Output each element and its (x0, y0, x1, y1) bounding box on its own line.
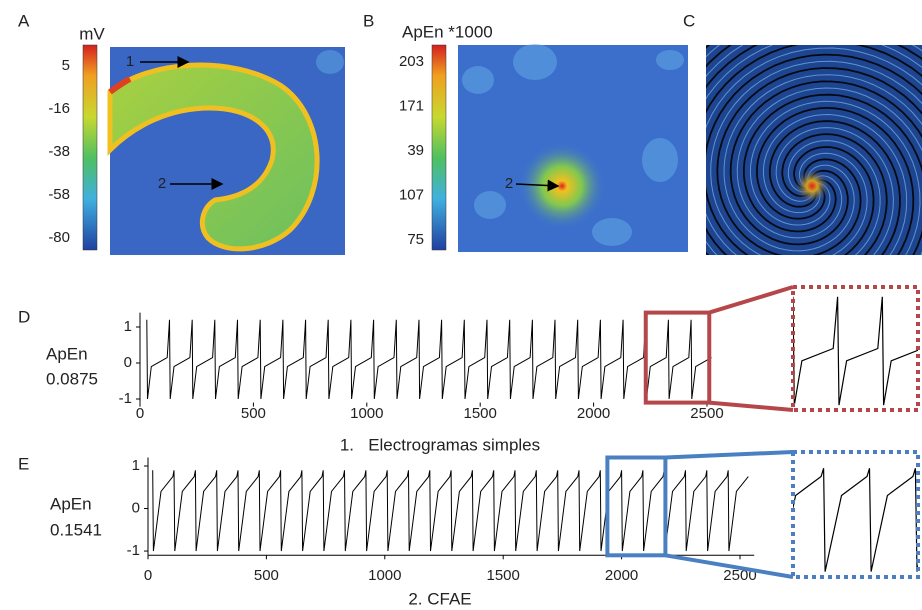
zoom-box (643, 310, 712, 405)
inset-signal (793, 296, 918, 406)
streamline-bg (706, 45, 922, 255)
x-tick-label: 1500 (464, 405, 497, 422)
streamline (723, 74, 922, 252)
x-tick-label: 0 (144, 567, 152, 584)
y-tick-label: 0 (132, 499, 140, 516)
panel-letter: E (18, 454, 29, 473)
streamline (710, 60, 922, 255)
y-tick-label: 0 (124, 354, 132, 371)
signal (152, 470, 749, 552)
streamline (706, 45, 922, 255)
colorbar-tick-label: 171 (399, 97, 424, 114)
zoom-connector (665, 450, 794, 460)
blobs (462, 44, 684, 246)
x-tick-label: 0 (136, 405, 144, 422)
streamline (729, 80, 922, 246)
colorbar-tick-label: 39 (407, 142, 424, 159)
x-label: 1. Electrogramas simples (340, 435, 540, 454)
zoom-box (605, 455, 668, 558)
signal (146, 319, 712, 400)
colorbar-tick-label: 75 (407, 231, 424, 248)
blob (316, 50, 344, 74)
apen-value: 0.1541 (50, 520, 102, 539)
inset-frame (791, 450, 920, 579)
streamline (706, 45, 922, 255)
streamline (706, 45, 915, 255)
streamline (716, 67, 922, 255)
x-tick-label: 1000 (368, 567, 401, 584)
inset-signal (793, 468, 918, 572)
colorbar-tick-label: -38 (48, 143, 70, 160)
streamlines (706, 45, 922, 255)
x-tick-label: 1000 (350, 405, 383, 422)
streamline (736, 87, 922, 255)
x-tick-label: 2500 (690, 405, 723, 422)
streamline (706, 45, 922, 255)
zoom-connector (708, 285, 794, 315)
hot-spot (518, 142, 606, 230)
x-tick-label: 500 (254, 567, 279, 584)
panel-letter: C (683, 11, 695, 30)
colorbar-tick-label: 107 (399, 186, 424, 203)
streamline (706, 45, 922, 255)
panel-letter: A (18, 11, 30, 30)
streamline (706, 45, 921, 255)
zoom-connector (709, 400, 794, 412)
x-label: 2. CFAE (408, 589, 471, 608)
x-tick-label: 1500 (487, 567, 520, 584)
y-label: ApEn (46, 344, 88, 363)
zoom-connector (665, 553, 794, 579)
colorbar-label: mV (79, 24, 105, 43)
inset-frame (791, 285, 920, 412)
streamline (706, 53, 922, 255)
arrow-label: 1 (126, 53, 134, 70)
colorbar-tick-label: -16 (48, 100, 70, 117)
x-tick-label: 2000 (577, 405, 610, 422)
x-tick-label: 500 (241, 405, 266, 422)
y-label: ApEn (50, 494, 92, 513)
colorbar-tick-label: -80 (48, 229, 70, 246)
colorbar-tick-label: 5 (62, 57, 70, 74)
spiral-wave (107, 62, 320, 252)
y-tick-label: -1 (127, 542, 140, 559)
y-tick-label: 1 (124, 318, 132, 335)
y-tick-label: 1 (132, 457, 140, 474)
streamline (706, 45, 922, 255)
wave-front (108, 76, 132, 95)
arrow-label: 2 (158, 175, 166, 192)
streamline (706, 47, 922, 255)
colorbar (82, 44, 98, 251)
x-tick-label: 2000 (605, 567, 638, 584)
colorbar-tick-label: 203 (399, 53, 424, 70)
core (794, 168, 830, 204)
panel-letter: D (18, 307, 30, 326)
arrow (515, 179, 560, 192)
colorbar (431, 44, 447, 251)
colorbar-tick-label: -58 (48, 186, 70, 203)
colorbar-label: ApEn *1000 (402, 22, 493, 41)
arrow-label: 2 (505, 175, 513, 192)
y-tick-label: -1 (119, 390, 132, 407)
apen-value: 0.0875 (46, 369, 98, 388)
panel-letter: B (363, 11, 374, 30)
